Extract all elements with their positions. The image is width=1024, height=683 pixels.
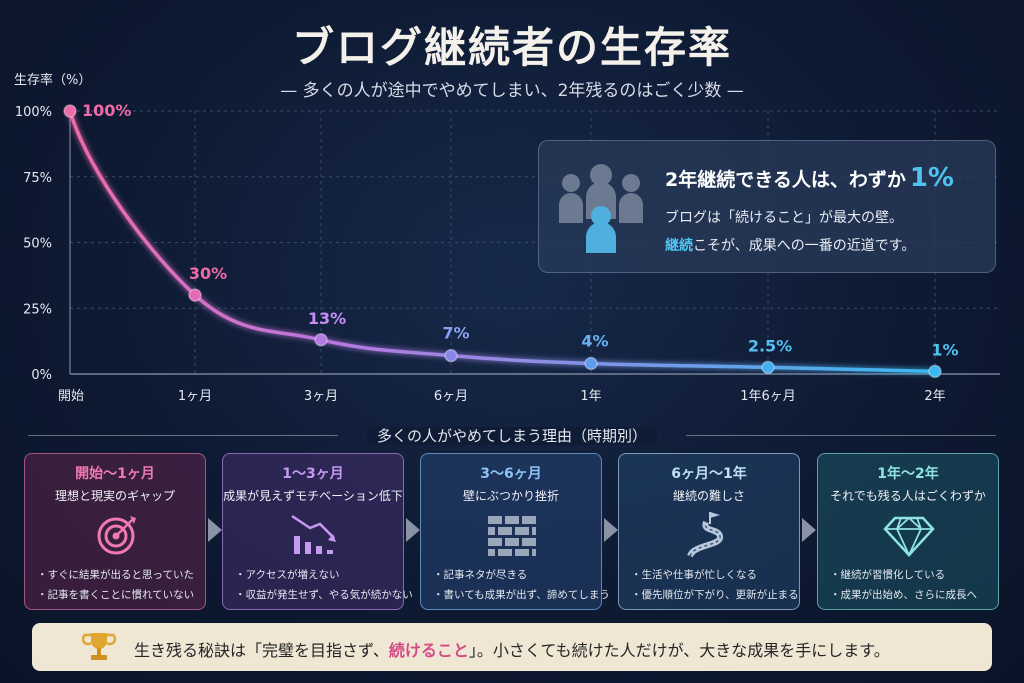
y-tick-label: 50%	[23, 237, 52, 252]
diamond-icon	[879, 510, 939, 558]
reason-heading: 継続の難しさ	[672, 489, 745, 503]
data-label: 100%	[82, 101, 131, 120]
footer-text: 生き残る秘訣は「完璧を目指さず、続けること」。小さくても続けた人だけが、大きな成…	[134, 641, 890, 660]
reason-bullets: すぐに結果が出ると思っていた記事を書くことに慣れていない	[37, 565, 199, 605]
reason-bullet: すぐに結果が出ると思っていた	[37, 565, 199, 585]
x-tick-labels: 開始 1ヶ月 3ヶ月 6ヶ月 1年 1年6ヶ月 2年	[58, 389, 946, 404]
reason-card: 1〜3ヶ月成果が見えずモチベーション低下アクセスが増えない収益が発生せず、やる気…	[222, 453, 413, 610]
data-point	[188, 288, 202, 302]
reason-bullet: 記事ネタが尽きる	[433, 565, 595, 585]
data-label: 2.5%	[748, 336, 792, 355]
reason-bullets: アクセスが増えない収益が発生せず、やる気が続かない	[235, 565, 413, 605]
reason-bullets: 継続が習慣化している成果が出始め、さらに成長へ	[830, 565, 992, 605]
y-tick-label: 100%	[15, 105, 52, 120]
page-subtitle: — 多くの人が途中でやめてしまい、2年残るのはごく少数 —	[280, 81, 744, 101]
data-point	[584, 356, 598, 371]
reason-bullet: 継続が習慣化している	[830, 565, 992, 585]
data-label: 4%	[581, 331, 608, 350]
reason-bullet: 生活や仕事が忙しくなる	[631, 565, 793, 585]
data-point	[928, 364, 942, 379]
callout-box: 2年継続できる人は、わずか 1% ブログは「続けること」が最大の壁。 継続こそが、…	[538, 140, 996, 273]
data-point	[761, 360, 775, 375]
reason-heading: 壁にぶつかり挫折	[462, 489, 559, 503]
data-label: 13%	[308, 309, 346, 328]
reason-bullet: 記事を書くことに慣れていない	[37, 585, 199, 605]
reason-bullet: 収益が発生せず、やる気が続かない	[235, 585, 413, 605]
callout-headline: 2年継続できる人は、わずか 1%	[665, 163, 954, 193]
section-divider-left	[28, 435, 338, 436]
flow-arrow-icon	[406, 518, 420, 542]
data-labels: 100% 30% 13% 7% 4% 2.5% 1%	[82, 101, 959, 359]
data-point	[444, 348, 458, 363]
x-tick-label: 1年	[580, 389, 601, 404]
winding-road-icon	[680, 510, 740, 558]
data-label: 30%	[189, 264, 227, 283]
reason-heading: それでも残る人はごくわずか	[830, 489, 986, 503]
y-tick-label: 0%	[31, 368, 52, 383]
x-tick-label: 2年	[924, 389, 945, 404]
reason-bullet: 書いても成果が出ず、諦めてしまう	[433, 585, 610, 605]
reason-period: 3〜6ヶ月	[480, 466, 542, 482]
x-tick-label: 1ヶ月	[178, 389, 212, 404]
x-tick-label: 6ヶ月	[434, 389, 468, 404]
flow-arrow-icon	[208, 518, 222, 542]
section-title: 多くの人がやめてしまう理由（時期別）	[0, 425, 1024, 446]
page-title: ブログ継続者の生存率	[291, 23, 732, 72]
reason-bullets: 記事ネタが尽きる書いても成果が出ず、諦めてしまう	[433, 565, 610, 605]
people-icon	[559, 164, 643, 253]
y-axis-title: 生存率（%）	[14, 72, 91, 88]
data-label: 7%	[442, 324, 469, 343]
reason-heading: 成果が見えずモチベーション低下	[223, 489, 403, 503]
reason-period: 1〜3ヶ月	[282, 466, 344, 482]
data-point	[314, 333, 328, 347]
x-tick-label: 開始	[58, 389, 84, 404]
target-icon	[86, 510, 146, 558]
data-points	[63, 104, 942, 379]
y-tick-labels: 0% 25% 50% 75% 100%	[15, 105, 52, 383]
reason-bullets: 生活や仕事が忙しくなる優先順位が下がり、更新が止まる	[631, 565, 799, 605]
x-tick-label: 1年6ヶ月	[740, 389, 796, 404]
reason-card: 6ヶ月〜1年継続の難しさ生活や仕事が忙しくなる優先順位が下がり、更新が止まる	[618, 453, 800, 610]
reason-bullet: アクセスが増えない	[235, 565, 397, 585]
trophy-icon	[82, 633, 116, 660]
flow-arrow-icon	[802, 518, 816, 542]
callout-line-2: ブログは「続けること」が最大の壁。	[665, 210, 903, 226]
reason-card: 1年〜2年それでも残る人はごくわずか継続が習慣化している成果が出始め、さらに成長…	[817, 453, 999, 610]
reason-heading: 理想と現実のギャップ	[54, 489, 175, 503]
section-divider-right	[686, 435, 996, 436]
reason-period: 6ヶ月〜1年	[671, 466, 747, 482]
reason-card: 開始〜1ヶ月理想と現実のギャップすぐに結果が出ると思っていた記事を書くことに慣れ…	[24, 453, 206, 610]
data-point	[63, 104, 77, 118]
data-label: 1%	[931, 340, 958, 359]
reason-card: 3〜6ヶ月壁にぶつかり挫折記事ネタが尽きる書いても成果が出ず、諦めてしまう	[420, 453, 610, 610]
y-tick-label: 25%	[23, 302, 52, 317]
reason-period: 1年〜2年	[877, 466, 939, 482]
callout-value: 1%	[909, 163, 954, 193]
reason-period: 開始〜1ヶ月	[75, 466, 155, 482]
footer-banner: 生き残る秘訣は「完璧を目指さず、続けること」。小さくても続けた人だけが、大きな成…	[32, 623, 992, 671]
reason-bullet: 優先順位が下がり、更新が止まる	[631, 585, 799, 605]
flow-arrow-icon	[604, 518, 618, 542]
x-tick-label: 3ヶ月	[304, 389, 338, 404]
chart-down-icon	[284, 510, 344, 558]
y-tick-label: 75%	[23, 171, 52, 186]
brick-wall-icon	[482, 510, 542, 558]
reason-bullet: 成果が出始め、さらに成長へ	[830, 585, 992, 605]
callout-line-3: 継続こそが、成果への一番の近道です。	[665, 238, 916, 254]
